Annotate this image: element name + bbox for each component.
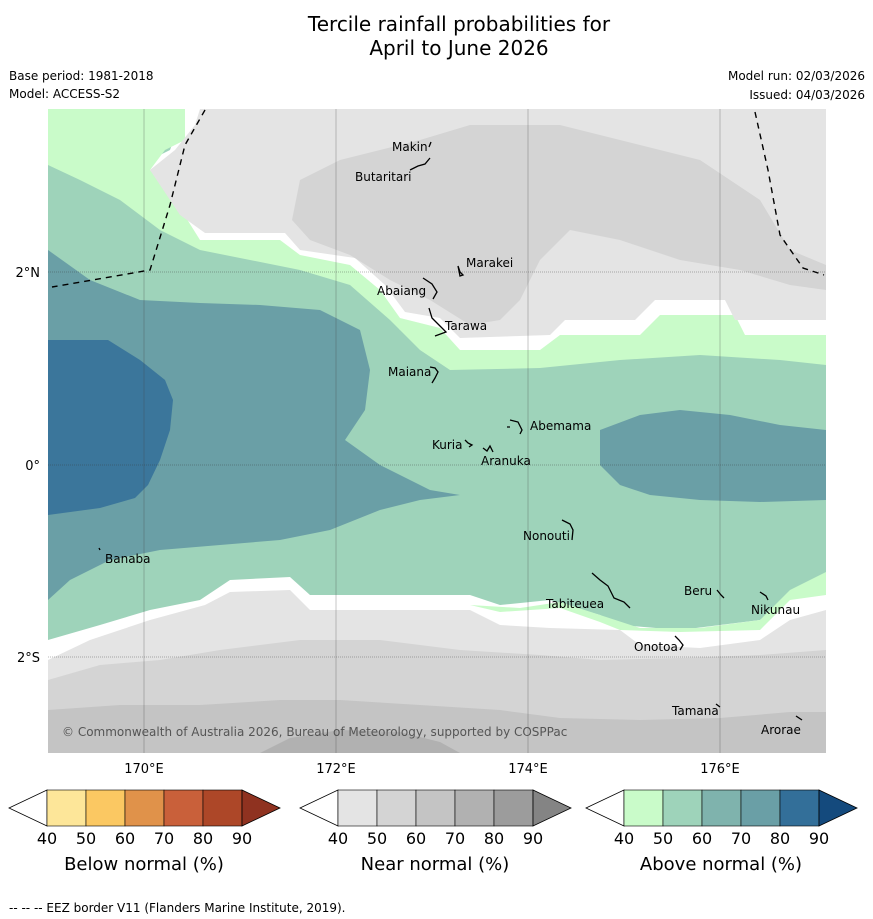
colorbar-tick-label: 40 xyxy=(614,829,634,848)
colorbar-tick-label: 70 xyxy=(154,829,174,848)
colorbar-segment xyxy=(376,789,417,827)
colorbar-tick-label: 80 xyxy=(770,829,790,848)
island-outlines xyxy=(98,141,803,721)
island-label: Nonouti xyxy=(523,529,570,543)
colorbar-tick-label: 40 xyxy=(328,829,348,848)
colorbar-segment xyxy=(337,789,378,827)
lon-label-170e: 170°E xyxy=(124,762,164,777)
colorbar-segment xyxy=(740,789,781,827)
lon-label-172e: 172°E xyxy=(316,762,356,777)
colorbar-tick-label: 70 xyxy=(731,829,751,848)
colorbar-tick-label: 90 xyxy=(232,829,252,848)
colorbar-tick-label: 50 xyxy=(367,829,387,848)
colorbar-tick-label: 70 xyxy=(445,829,465,848)
lat-label-0: 0° xyxy=(25,459,40,474)
lat-label-2n: 2°N xyxy=(16,266,41,281)
colorbar-title-above: Above normal (%) xyxy=(639,854,803,875)
island-label: Marakei xyxy=(466,256,513,270)
colorbar-segment xyxy=(46,789,87,827)
colorbar-tick-label: 40 xyxy=(37,829,57,848)
eez-legend: -- -- -- EEZ border V11 (Flanders Marine… xyxy=(9,901,346,915)
island-label: Tabiteuea xyxy=(545,597,604,611)
map-copyright: © Commonwealth of Australia 2026, Bureau… xyxy=(62,725,567,739)
island-label: Maiana xyxy=(388,365,431,379)
island-label: Abemama xyxy=(530,419,591,433)
colorbar-segment xyxy=(454,789,495,827)
probability-shading xyxy=(48,109,826,753)
colorbar-segment xyxy=(662,789,703,827)
island-label: Butaritari xyxy=(355,170,412,184)
lon-label-176e: 176°E xyxy=(700,762,740,777)
colorbar-segment xyxy=(779,789,820,827)
island-label: Makin xyxy=(392,140,428,154)
colorbar-extend-high xyxy=(818,789,858,827)
colorbar-below-normal: 40 50 60 70 80 90 xyxy=(8,789,281,848)
island-label: Aranuka xyxy=(481,454,531,468)
island-label: Kuria xyxy=(432,438,463,452)
lon-label-174e: 174°E xyxy=(508,762,548,777)
colorbar-title-below: Below normal (%) xyxy=(64,854,224,875)
model-name: Model: ACCESS-S2 xyxy=(9,87,121,101)
graticule xyxy=(48,271,826,658)
colorbar-tick-label: 50 xyxy=(653,829,673,848)
colorbar-segment xyxy=(701,789,742,827)
model-run: Model run: 02/03/2026 xyxy=(727,69,865,83)
map-title-line2: April to June 2026 xyxy=(369,36,549,60)
island-label: Onotoa xyxy=(634,640,678,654)
island-label: Arorae xyxy=(761,723,801,737)
colorbar-extend-low xyxy=(585,789,625,827)
issued-date: Issued: 04/03/2026 xyxy=(749,88,865,102)
island-label: Banaba xyxy=(105,552,151,566)
island-label: Tamana xyxy=(671,704,719,718)
colorbar-tick-label: 90 xyxy=(809,829,829,848)
colorbar-tick-label: 80 xyxy=(193,829,213,848)
colorbar-extend-low xyxy=(8,789,48,827)
colorbar-tick-label: 60 xyxy=(692,829,712,848)
colorbar-segment xyxy=(493,789,534,827)
colorbar-title-near: Near normal (%) xyxy=(360,854,510,875)
island-label: Abaiang xyxy=(377,284,426,298)
eez-border xyxy=(51,109,825,288)
colorbar-tick-label: 60 xyxy=(406,829,426,848)
lat-label-2s: 2°S xyxy=(17,651,40,666)
island-label: Tarawa xyxy=(444,319,487,333)
colorbar-extend-low xyxy=(299,789,339,827)
colorbar-extend-high xyxy=(532,789,572,827)
base-period: Base period: 1981-2018 xyxy=(9,69,154,83)
colorbar-segment xyxy=(202,789,243,827)
colorbar-segment xyxy=(85,789,126,827)
colorbar-segment xyxy=(124,789,165,827)
colorbar-tick-label: 50 xyxy=(76,829,96,848)
colorbar-segment xyxy=(623,789,664,827)
colorbar-extend-high xyxy=(241,789,281,827)
island-labels: Makin Butaritari Marakei Abaiang Tarawa … xyxy=(105,140,801,737)
colorbar-above-normal: 40 50 60 70 80 90 xyxy=(585,789,858,848)
colorbar-segment xyxy=(415,789,456,827)
island-label: Beru xyxy=(684,584,712,598)
map-title-line1: Tercile rainfall probabilities for xyxy=(307,12,611,36)
colorbar-near-normal: 40 50 60 70 80 90 xyxy=(299,789,572,848)
colorbar-tick-label: 80 xyxy=(484,829,504,848)
colorbar-tick-label: 60 xyxy=(115,829,135,848)
island-label: Nikunau xyxy=(751,603,800,617)
colorbar-tick-label: 90 xyxy=(523,829,543,848)
colorbar-segment xyxy=(163,789,204,827)
